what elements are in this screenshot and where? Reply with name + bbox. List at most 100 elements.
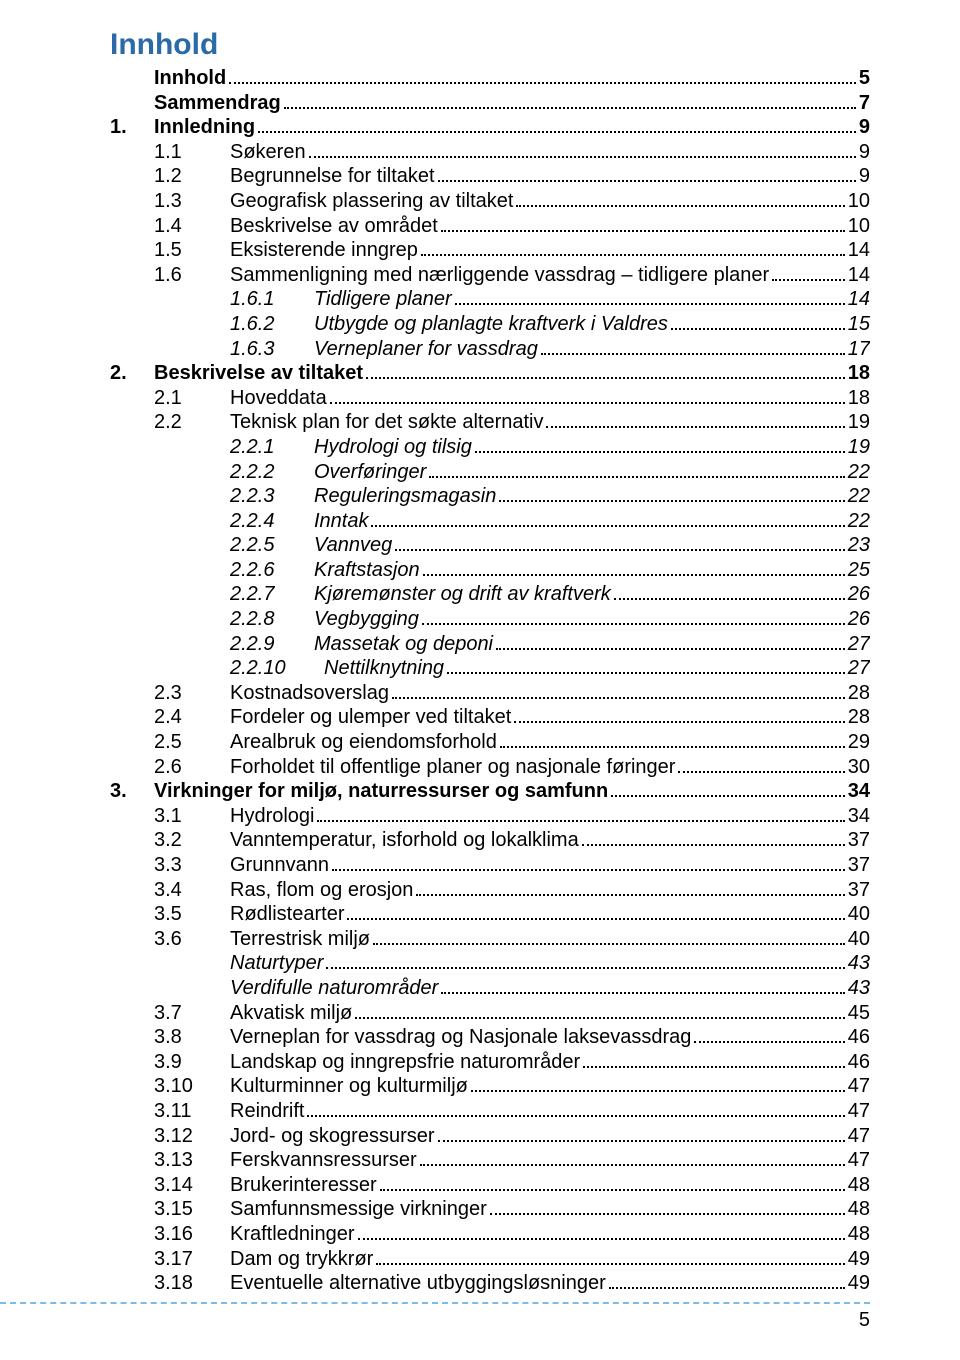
toc-page: 40 (848, 902, 870, 927)
toc-leader-dots (438, 1124, 845, 1142)
toc-leader-dots (772, 263, 845, 281)
toc-number: 2.2.3 (230, 484, 314, 509)
toc-leader-dots (421, 238, 845, 256)
toc-leader-dots (371, 509, 844, 527)
toc-entry: 3.8Verneplan for vassdrag og Nasjonale l… (154, 1025, 870, 1050)
toc-leader-dots (438, 164, 856, 182)
toc-entry: 2.2.4Inntak22 (230, 509, 870, 534)
toc-number: 3.6 (154, 927, 230, 952)
toc-leader-dots (429, 460, 845, 478)
toc-entry: 3.4Ras, flom og erosjon37 (154, 878, 870, 903)
toc-leader-dots (611, 779, 845, 797)
toc-leader-dots (416, 878, 844, 896)
toc-leader-dots (330, 386, 845, 404)
toc-text: Eksisterende inngrep (230, 238, 418, 263)
toc-text: Verneplan for vassdrag og Nasjonale laks… (230, 1025, 691, 1050)
toc-leader-dots (694, 1025, 844, 1043)
toc-leader-dots (366, 361, 845, 379)
toc-number: 2.2.7 (230, 582, 314, 607)
toc-text: Kjøremønster og drift av kraftverk (314, 582, 611, 607)
toc-leader-dots (229, 66, 856, 84)
toc-entry: 2.3Kostnadsoverslag28 (154, 681, 870, 706)
toc-text: Naturtyper (230, 951, 323, 976)
toc-leader-dots (455, 287, 845, 305)
toc-number: 2.2.9 (230, 632, 314, 657)
toc-number: 1.6.1 (230, 287, 314, 312)
toc-page: 29 (848, 730, 870, 755)
toc-text: Hydrologi og tilsig (314, 435, 472, 460)
toc-text: Geografisk plassering av tiltaket (230, 189, 513, 214)
toc-entry: 2.2.7Kjøremønster og drift av kraftverk2… (230, 582, 870, 607)
toc-text: Inntak (314, 509, 368, 534)
toc-page: 30 (848, 755, 870, 780)
toc-entry: 1.2Begrunnelse for tiltaket9 (154, 164, 870, 189)
toc-leader-dots (500, 730, 845, 748)
toc-leader-dots (423, 558, 845, 576)
toc-entry: 3.13Ferskvannsressurser47 (154, 1148, 870, 1173)
toc-number: 3.17 (154, 1247, 230, 1272)
toc-page: 37 (848, 878, 870, 903)
toc-number: 2.2.1 (230, 435, 314, 460)
toc-entry: Sammendrag7 (154, 91, 870, 116)
toc-leader-dots (671, 312, 845, 330)
toc-number: 3.12 (154, 1124, 230, 1149)
toc-text: Brukerinteresser (230, 1173, 377, 1198)
footer-divider (0, 1302, 870, 1304)
toc-page: 7 (859, 91, 870, 116)
toc-entry: 2.2Teknisk plan for det søkte alternativ… (154, 410, 870, 435)
toc-number: 2.2.4 (230, 509, 314, 534)
toc-number: 1. (110, 115, 154, 140)
toc-text: Landskap og inngrepsfrie naturområder (230, 1050, 580, 1075)
toc-entry: 3.3Grunnvann37 (154, 853, 870, 878)
toc-page: 43 (848, 976, 870, 1001)
toc-leader-dots (307, 1099, 844, 1117)
toc-leader-dots (420, 1148, 845, 1166)
toc-leader-dots (355, 1001, 845, 1019)
toc-text: Jord- og skogressurser (230, 1124, 435, 1149)
toc-number: 2.4 (154, 705, 230, 730)
toc-leader-dots (475, 435, 845, 453)
toc-number: 2.1 (154, 386, 230, 411)
toc-leader-dots (309, 140, 856, 158)
toc-entry: 3.18Eventuelle alternative utbyggingsløs… (154, 1271, 870, 1296)
toc-page: 14 (848, 238, 870, 263)
toc-number: 2.2.8 (230, 607, 314, 632)
toc-text: Fordeler og ulemper ved tiltaket (230, 705, 511, 730)
toc-entry: 3.5Rødlistearter40 (154, 902, 870, 927)
toc-entry: 1.Innledning9 (110, 115, 870, 140)
toc-leader-dots (546, 410, 844, 428)
toc-page: 19 (848, 410, 870, 435)
toc-text: Nettilknytning (324, 656, 444, 681)
toc-entry: 2.4Fordeler og ulemper ved tiltaket 28 (154, 705, 870, 730)
toc-leader-dots (471, 1074, 845, 1092)
toc-number: 2.2.2 (230, 460, 314, 485)
toc-entry: 3.16Kraftledninger48 (154, 1222, 870, 1247)
toc-number: 1.3 (154, 189, 230, 214)
toc-leader-dots (258, 115, 856, 133)
toc-leader-dots (380, 1173, 845, 1191)
toc-page: 34 (848, 804, 870, 829)
toc-number: 3.9 (154, 1050, 230, 1075)
toc-page: 22 (848, 484, 870, 509)
toc-page: 28 (848, 705, 870, 730)
toc-text: Overføringer (314, 460, 426, 485)
toc-number: 3.16 (154, 1222, 230, 1247)
toc-page: 18 (848, 386, 870, 411)
toc-leader-dots (582, 828, 845, 846)
toc-entry: 3.7Akvatisk miljø45 (154, 1001, 870, 1026)
toc-leader-dots (347, 902, 844, 920)
toc-number: 1.5 (154, 238, 230, 263)
toc-text: Virkninger for miljø, naturressurser og … (154, 779, 608, 804)
toc-page: 40 (848, 927, 870, 952)
toc-page: 49 (848, 1247, 870, 1272)
toc-number: 2.2.5 (230, 533, 314, 558)
toc-page: 47 (848, 1148, 870, 1173)
toc-page: 45 (848, 1001, 870, 1026)
toc-text: Verneplaner for vassdrag (314, 337, 538, 362)
toc-number: 3.10 (154, 1074, 230, 1099)
toc-page: 37 (848, 828, 870, 853)
toc-leader-dots (441, 976, 844, 994)
toc-entry: 2.5Arealbruk og eiendomsforhold29 (154, 730, 870, 755)
toc-leader-dots (441, 214, 845, 232)
toc-number: 3.14 (154, 1173, 230, 1198)
